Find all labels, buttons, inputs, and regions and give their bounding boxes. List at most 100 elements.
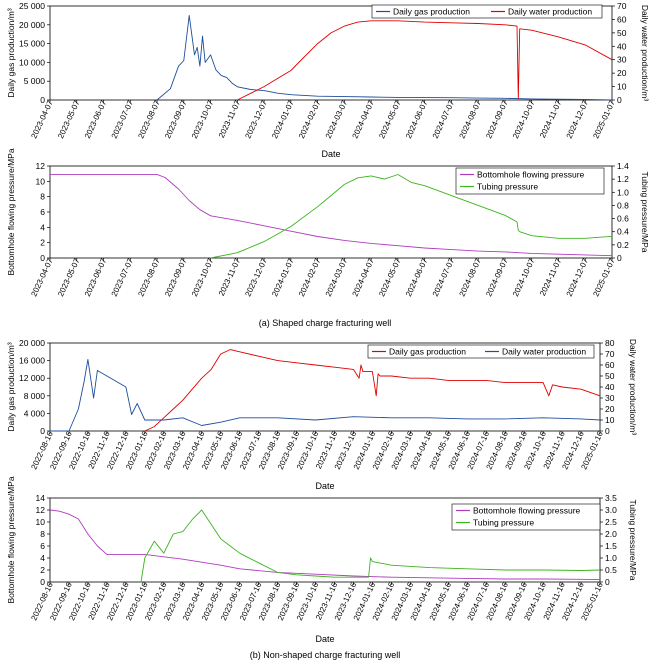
- b-pressure-legend-box: [451, 503, 601, 531]
- a-pressure-left-axis-title: Bottomhole flowing pressure/MPa: [6, 148, 16, 275]
- a-production-x-tick-label: 2024-09-07: [484, 99, 510, 140]
- a-production-legend-box: [371, 4, 603, 19]
- a-production-x-tick-label: 2024-05-07: [377, 99, 403, 140]
- a-pressure-x-tick-label: 2023-07-07: [110, 257, 136, 298]
- a-pressure-right-tick-label: 0.6: [617, 214, 629, 224]
- a-production-x-tick-label: 2024-10-07: [511, 99, 537, 140]
- b-production-right-tick-label: 30: [605, 393, 615, 403]
- a-production-x-tick-label: 2023-05-07: [56, 99, 82, 140]
- b-pressure-left-tick-label: 12: [36, 505, 46, 515]
- a-production-x-tick-label: 2023-10-07: [190, 99, 216, 140]
- a-production-right-tick-label: 70: [617, 1, 627, 11]
- a-production-x-tick-label: 2024-06-07: [404, 99, 430, 140]
- a-production-left-tick-label: 25 000: [19, 1, 45, 11]
- a-pressure-x-tick-label: 2023-06-07: [83, 257, 109, 298]
- b-production-legend: Daily gas production Daily water producti…: [367, 344, 595, 359]
- a-production-x-tick-label: 2024-08-07: [458, 99, 484, 140]
- b-pressure-plot-frame: [49, 497, 601, 583]
- b-production-left-tick-label: 12 000: [19, 373, 45, 383]
- a-production-x-tick-label: 2024-12-07: [565, 99, 591, 140]
- a-production-x-tick-label: 2023-08-07: [136, 99, 162, 140]
- a-pressure-x-tick-label: 2023-11-07: [217, 257, 242, 298]
- b-production-right-tick-label: 70: [605, 349, 615, 359]
- a-pressure-x-tick-label: 2024-03-07: [324, 257, 350, 298]
- b-production-left-tick-label: 0: [40, 426, 45, 436]
- b-pressure-legend-label: Tubing pressure: [473, 518, 534, 528]
- a-pressure-right-tick-label: 0: [617, 253, 622, 263]
- b-pressure-left-tick-label: 0: [40, 577, 45, 587]
- b-pressure-left-tick-label: 14: [36, 493, 46, 503]
- a-production-legend-label: Daily gas production: [393, 7, 470, 17]
- caption-b: (b) Non-shaped charge fracturing well: [250, 650, 401, 660]
- b-production-right-axis-title: Daily water production/m³: [628, 339, 638, 436]
- a-production-legend-label: Daily water production: [508, 7, 592, 17]
- a-pressure-right-tick-label: 0.2: [617, 240, 629, 250]
- a-production-x-tick-label: 2024-03-07: [324, 99, 350, 140]
- a-pressure-left-tick-label: 6: [40, 207, 45, 217]
- a-production-plot-frame: [49, 5, 613, 101]
- b-production-series-0-line: [144, 349, 601, 432]
- a-pressure-left-tick-label: 0: [40, 253, 45, 263]
- a-production-right-tick-label: 20: [617, 68, 627, 78]
- a-pressure-series-1-line: [210, 174, 613, 259]
- a-pressure-x-tick-label: 2024-01-07: [270, 257, 296, 298]
- a-pressure-x-tick-label: 2024-07-07: [431, 257, 457, 298]
- a-production-x-tick-label: 2024-01-07: [270, 99, 296, 140]
- b-pressure-left-tick-label: 8: [40, 529, 45, 539]
- b-pressure-series-0-line: [49, 509, 601, 581]
- b-production-left-tick-label: 8 000: [24, 391, 46, 401]
- a-pressure-x-tick-label: 2023-05-07: [56, 257, 82, 298]
- a-production-right-tick-label: 30: [617, 55, 627, 65]
- b-production-series-1-line: [50, 359, 601, 432]
- a-production-x-tick-label: 2024-04-07: [351, 99, 377, 140]
- a-pressure-x-tick-label: 2024-11-07: [538, 257, 563, 298]
- b-pressure-legend: Bottomhole flowing pressure Tubing pressu…: [451, 503, 601, 531]
- b-pressure-right-tick-label: 0: [605, 577, 610, 587]
- a-pressure-x-tick-label: 2023-08-07: [136, 257, 162, 298]
- a-production-right-tick-label: 10: [617, 82, 627, 92]
- b-pressure-left-tick-label: 10: [36, 517, 46, 527]
- a-production-x-tick-label: 2023-07-07: [110, 99, 136, 140]
- a-production-right-tick-label: 60: [617, 14, 627, 24]
- a-production-left-tick-label: 15 000: [19, 39, 45, 49]
- b-pressure-right-tick-label: 1.0: [605, 553, 617, 563]
- b-production-right-tick-label: 80: [605, 338, 615, 348]
- a-pressure-legend-label: Bottomhole flowing pressure: [477, 170, 585, 180]
- b-pressure-legend-label: Bottomhole flowing pressure: [473, 506, 581, 516]
- b-production-left-axis-title: Daily gas production/m³: [6, 342, 16, 431]
- a-pressure-right-axis-title: Tubing pressure/MPa: [640, 172, 650, 253]
- b-production-legend-box: [367, 344, 595, 359]
- a-pressure-left-tick-label: 4: [40, 222, 45, 232]
- b-pressure-left-axis-title: Bottomhole flowing pressure/MPa: [6, 476, 16, 603]
- a-production-right-tick-label: 0: [617, 95, 622, 105]
- a-pressure-x-tick-label: 2023-10-07: [190, 257, 216, 298]
- a-production-x-tick-label: 2024-11-07: [538, 99, 563, 140]
- b-pressure-chart: 0246810121400.51.01.52.02.53.03.52022-08…: [6, 476, 638, 644]
- b-production-right-tick-label: 20: [605, 404, 615, 414]
- b-pressure-right-axis-title: Tubing pressure/MPa: [628, 500, 638, 581]
- caption-a: (a) Shaped charge fracturing well: [259, 318, 392, 328]
- b-production-right-tick-label: 0: [605, 426, 610, 436]
- a-pressure-chart: 02468101200.20.40.60.81.01.21.42023-04-0…: [6, 148, 650, 298]
- a-pressure-right-tick-label: 1.0: [617, 187, 629, 197]
- a-pressure-x-tick-label: 2024-12-07: [565, 257, 591, 298]
- b-production-legend-label: Daily gas production: [389, 347, 466, 357]
- a-production-legend: Daily gas production Daily water producti…: [371, 4, 603, 19]
- b-pressure-left-tick-label: 6: [40, 541, 45, 551]
- b-pressure-left-tick-label: 2: [40, 565, 45, 575]
- a-production-left-tick-label: 0: [40, 95, 45, 105]
- a-production-x-axis-title: Date: [321, 149, 340, 159]
- a-pressure-right-tick-label: 0.4: [617, 227, 629, 237]
- a-pressure-series-0-line: [50, 173, 613, 257]
- a-production-chart: 0 5 000 10 000 15 000 20 000 25 000 0 10 20 30 40 5…: [6, 1, 650, 159]
- a-production-left-tick-label: 5 000: [24, 76, 46, 86]
- a-pressure-legend-label: Tubing pressure: [477, 182, 538, 192]
- b-pressure-right-tick-label: 2.5: [605, 517, 617, 527]
- a-pressure-left-tick-label: 10: [36, 176, 46, 186]
- b-production-left-tick-label: 4 000: [24, 408, 46, 418]
- a-production-x-tick-label: 2025-01-07: [591, 99, 617, 140]
- a-pressure-left-tick-label: 8: [40, 192, 45, 202]
- a-pressure-x-tick-label: 2024-08-07: [458, 257, 484, 298]
